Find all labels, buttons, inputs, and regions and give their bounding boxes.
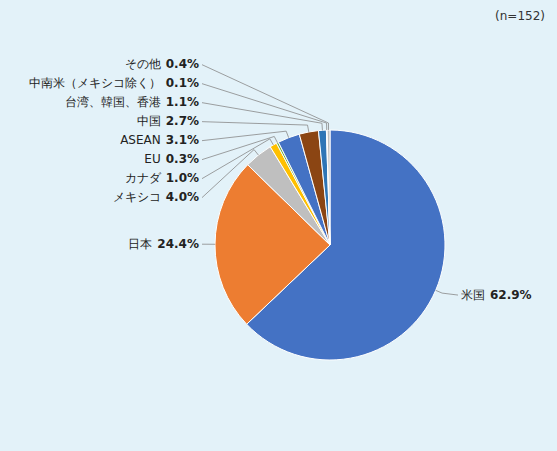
leader-line xyxy=(202,65,329,130)
data-label: 3.1% xyxy=(166,133,199,147)
pie-slice xyxy=(327,130,330,245)
leader-line xyxy=(202,139,273,179)
data-label: 62.9% xyxy=(490,288,532,302)
leader-line xyxy=(202,244,215,245)
pie-slice xyxy=(318,130,330,245)
category-label: 中南米（メキシコ除く） xyxy=(29,76,161,90)
data-label: 0.4% xyxy=(166,57,199,71)
slices xyxy=(215,130,445,360)
leader-line xyxy=(202,122,309,132)
category-label: 中国 xyxy=(137,114,161,128)
leader-line xyxy=(202,103,322,131)
chart: (n=152) 0.4% その他 0.1% 中南米（メキシコ除く） 1.1% 台湾、韓国、香… xyxy=(0,0,557,451)
leader-line xyxy=(202,150,258,198)
data-label: 4.0% xyxy=(166,190,199,204)
leader-lines xyxy=(202,65,458,295)
data-label: 0.3% xyxy=(166,152,199,166)
category-label: EU xyxy=(144,152,160,166)
category-label: 日本 xyxy=(128,237,152,251)
category-label: 台湾、韓国、香港 xyxy=(65,95,161,109)
chart-container: (n=152) 0.4% その他 0.1% 中南米（メキシコ除く） 1.1% 台湾、韓国、香… xyxy=(0,0,557,451)
category-label: 米国 xyxy=(461,288,485,302)
category-label: メキシコ xyxy=(113,190,161,204)
data-labels: 0.4% その他 0.1% 中南米（メキシコ除く） 1.1% 台湾、韓国、香港 2.7% 中国… xyxy=(29,57,532,301)
category-label: その他 xyxy=(125,57,161,71)
leader-line xyxy=(436,290,458,295)
category-label: ASEAN xyxy=(120,133,161,147)
pie-slice xyxy=(326,130,330,245)
category-label: カナダ xyxy=(125,171,162,185)
data-label: 0.1% xyxy=(166,76,199,90)
data-label: 1.0% xyxy=(166,171,199,185)
data-label: 1.1% xyxy=(166,95,199,109)
pie-slice xyxy=(299,131,330,245)
subtitle: (n=152) xyxy=(495,9,545,23)
leader-line xyxy=(202,84,327,130)
data-label: 24.4% xyxy=(157,237,199,251)
data-label: 2.7% xyxy=(166,114,199,128)
